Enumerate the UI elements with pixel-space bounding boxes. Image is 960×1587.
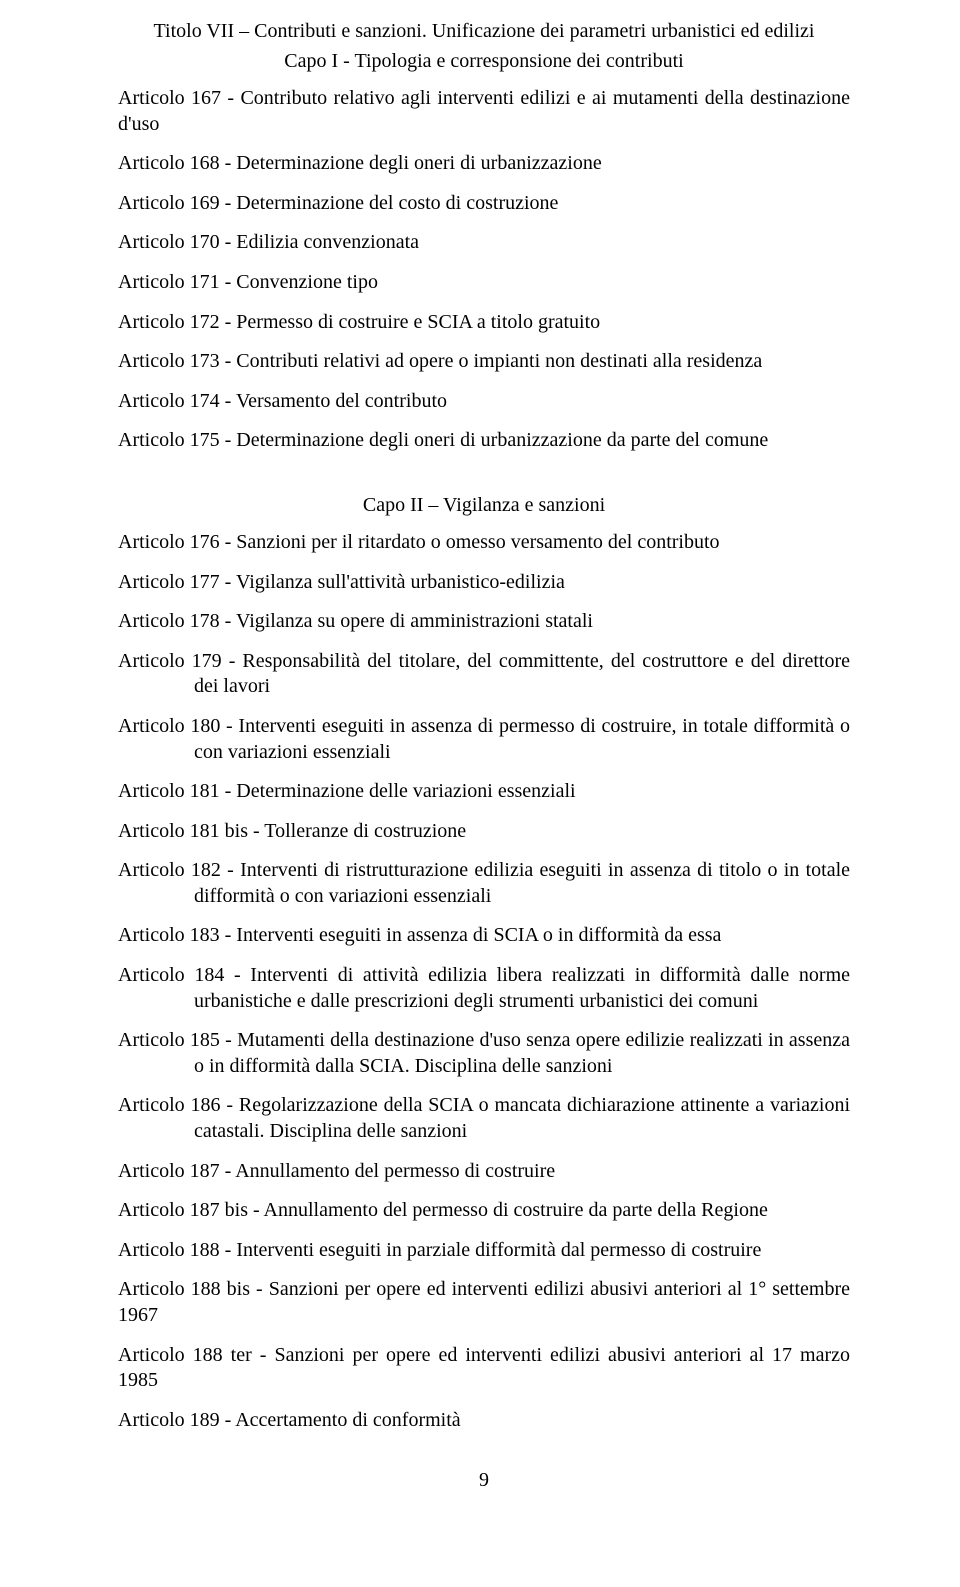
capo1-article-list: Articolo 167 - Contributo relativo agli … xyxy=(118,86,850,454)
article-entry: Articolo 188 - Interventi eseguiti in pa… xyxy=(118,1238,850,1264)
article-entry: Articolo 187 - Annullamento del permesso… xyxy=(118,1159,850,1185)
capo2-article-list: Articolo 176 - Sanzioni per il ritardato… xyxy=(118,530,850,1433)
article-entry: Articolo 183 - Interventi eseguiti in as… xyxy=(118,923,850,949)
article-entry: Articolo 188 ter - Sanzioni per opere ed… xyxy=(118,1343,850,1394)
article-entry: Articolo 188 bis - Sanzioni per opere ed… xyxy=(118,1277,850,1328)
page-number: 9 xyxy=(118,1469,850,1492)
article-entry: Articolo 189 - Accertamento di conformit… xyxy=(118,1408,850,1434)
section-gap xyxy=(118,468,850,492)
article-entry: Articolo 170 - Edilizia convenzionata xyxy=(118,230,850,256)
article-entry: Articolo 182 - Interventi di ristruttura… xyxy=(118,858,850,909)
article-entry: Articolo 168 - Determinazione degli oner… xyxy=(118,151,850,177)
article-entry: Articolo 169 - Determinazione del costo … xyxy=(118,191,850,217)
article-entry: Articolo 171 - Convenzione tipo xyxy=(118,270,850,296)
article-entry: Articolo 175 - Determinazione degli oner… xyxy=(118,428,850,454)
article-entry: Articolo 181 bis - Tolleranze di costruz… xyxy=(118,819,850,845)
article-entry: Articolo 186 - Regolarizzazione della SC… xyxy=(118,1093,850,1144)
article-entry: Articolo 184 - Interventi di attività ed… xyxy=(118,963,850,1014)
article-entry: Articolo 179 - Responsabilità del titola… xyxy=(118,649,850,700)
article-entry: Articolo 180 - Interventi eseguiti in as… xyxy=(118,714,850,765)
page-content: Titolo VII – Contributi e sanzioni. Unif… xyxy=(0,0,960,1532)
article-entry: Articolo 187 bis - Annullamento del perm… xyxy=(118,1198,850,1224)
article-entry: Articolo 176 - Sanzioni per il ritardato… xyxy=(118,530,850,556)
article-entry: Articolo 185 - Mutamenti della destinazi… xyxy=(118,1028,850,1079)
article-entry: Articolo 178 - Vigilanza su opere di amm… xyxy=(118,609,850,635)
article-entry: Articolo 177 - Vigilanza sull'attività u… xyxy=(118,570,850,596)
article-entry: Articolo 167 - Contributo relativo agli … xyxy=(118,86,850,137)
capo-2-heading: Capo II – Vigilanza e sanzioni xyxy=(118,492,850,518)
article-entry: Articolo 181 - Determinazione delle vari… xyxy=(118,779,850,805)
article-entry: Articolo 174 - Versamento del contributo xyxy=(118,389,850,415)
title-titolo-vii: Titolo VII – Contributi e sanzioni. Unif… xyxy=(118,18,850,44)
article-entry: Articolo 173 - Contributi relativi ad op… xyxy=(118,349,850,375)
article-entry: Articolo 172 - Permesso di costruire e S… xyxy=(118,310,850,336)
capo-1-heading: Capo I - Tipologia e corresponsione dei … xyxy=(118,48,850,74)
